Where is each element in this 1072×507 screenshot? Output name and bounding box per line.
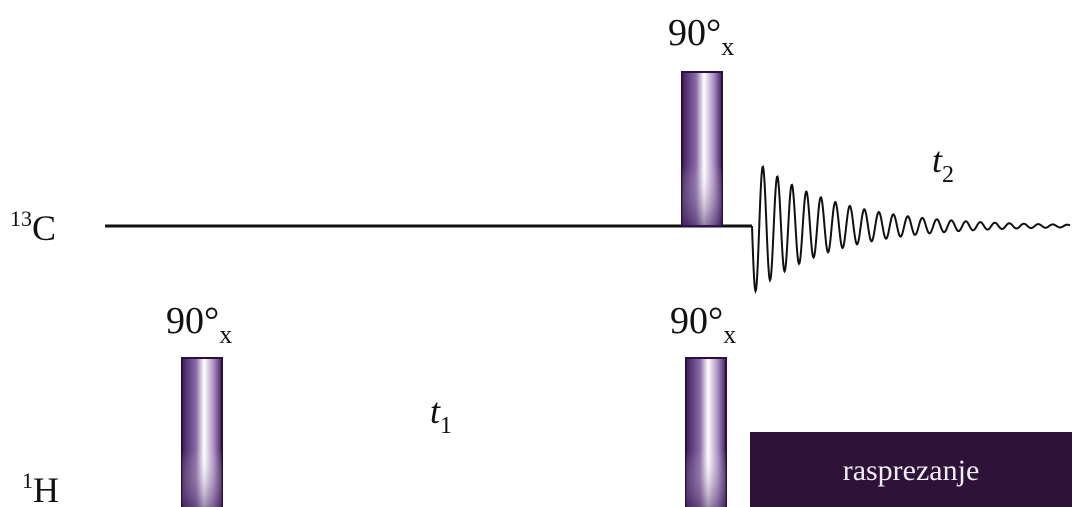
decoupling-label: rasprezanje xyxy=(843,454,980,487)
proton-second-pulse-phase: x xyxy=(723,320,736,349)
proton-first-pulse-label: 90°x xyxy=(166,300,232,349)
proton-second-90-pulse xyxy=(685,357,727,507)
proton-second-pulse-label: 90°x xyxy=(670,300,736,349)
carbon-mass-number: 13 xyxy=(10,206,32,231)
carbon-symbol: C xyxy=(32,208,56,248)
carbon-channel-label: 13C xyxy=(10,206,56,248)
proton-second-pulse-angle: 90° xyxy=(670,300,723,342)
fid-signal xyxy=(751,165,1071,295)
carbon-pulse-angle: 90° xyxy=(668,12,721,54)
proton-channel-label: 1H xyxy=(22,468,59,507)
decoupling-block xyxy=(750,432,1072,507)
detection-index: 2 xyxy=(942,162,954,188)
evolution-period-label: t1 xyxy=(430,391,452,439)
carbon-90-pulse xyxy=(681,71,723,227)
proton-first-pulse-angle: 90° xyxy=(166,300,219,342)
evolution-symbol: t xyxy=(430,391,441,431)
carbon-pulse-phase: x xyxy=(721,32,734,61)
evolution-index: 1 xyxy=(440,413,452,439)
detection-period-label: t2 xyxy=(932,140,954,188)
proton-first-90-pulse xyxy=(181,357,223,507)
proton-mass-number: 1 xyxy=(22,468,33,493)
carbon-pulse-label: 90°x xyxy=(668,12,734,61)
detection-symbol: t xyxy=(932,140,943,180)
proton-symbol: H xyxy=(33,470,59,507)
proton-first-pulse-phase: x xyxy=(219,320,232,349)
